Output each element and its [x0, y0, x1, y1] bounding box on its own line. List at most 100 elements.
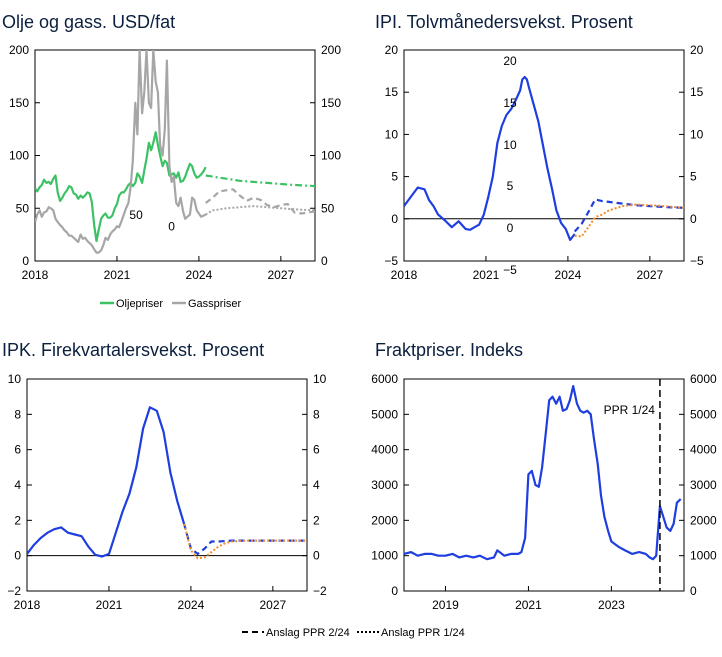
y-tick-label-right: 20: [690, 43, 704, 57]
x-tick-label: 2027: [268, 268, 295, 282]
y-tick-label-left: 4: [14, 478, 21, 492]
y-tick-label-left: 50: [16, 201, 30, 215]
legend-label-gasspriser: Gasspriser: [188, 298, 242, 310]
y-tick-label-right: −5: [690, 254, 704, 268]
y-tick-label-right: 15: [690, 85, 704, 99]
y-tick-label-left: 20: [385, 43, 399, 57]
x-tick-label: 2018: [14, 598, 41, 612]
plot-frame: [403, 49, 685, 262]
x-tick-label: 2021: [473, 268, 500, 282]
y-tick-label-left: 5: [391, 170, 398, 184]
y-tick-label-right: 3000: [690, 478, 717, 492]
x-tick-label: 2018: [391, 268, 418, 282]
x-tick-label: 2024: [178, 598, 205, 612]
y-tick-label-right: 6000: [690, 372, 717, 386]
y-tick-label-right: 0: [690, 212, 697, 226]
y-tick-label-left: 3000: [371, 478, 398, 492]
series-line-gasspriser-ppr-2-24: [205, 188, 315, 215]
x-tick-label: 2021: [96, 598, 123, 612]
plot-frame: [34, 49, 316, 262]
vline-label: PPR 1/24: [604, 403, 656, 417]
series-group: [27, 406, 307, 560]
y-tick-label-left: −5: [384, 254, 398, 268]
y-tick-label-right: −2: [313, 584, 327, 598]
y-tick-label-right: 0: [321, 254, 328, 268]
chart-title: Olje og gass. USD/fat: [2, 12, 175, 32]
y-tick-label-right: 1000: [690, 549, 717, 563]
y-tick-label-left: 5000: [371, 407, 398, 421]
y-tick-label-right: 150: [321, 96, 341, 110]
inner-tick-label: 5: [507, 179, 514, 193]
chart-title: IPI. Tolvmånedersvekst. Prosent: [375, 12, 633, 32]
x-tick-label: 2024: [186, 268, 213, 282]
series-line-oljepriser: [35, 131, 207, 243]
y-tick-label-right: 4: [313, 478, 320, 492]
series-line-ipk-ppr-1-24: [183, 523, 307, 560]
series-line-ipk: [27, 406, 186, 558]
y-tick-label-left: 10: [8, 372, 22, 386]
legend-label-ppr2: Anslag PPR 2/24: [266, 627, 350, 639]
y-tick-label-right: 4000: [690, 443, 717, 457]
inner-tick-label: 0: [507, 221, 514, 235]
panel-ipi: IPI. Tolvmånedersvekst. Prosent −5 −5 0 0 5 5 1…: [375, 12, 704, 282]
y-tick-label-right: 10: [313, 372, 327, 386]
series-line-ipi-ppr-2-24: [573, 198, 684, 233]
series-line-ipk-ppr-2-24: [183, 523, 307, 555]
legend-label-ppr1: Anslag PPR 1/24: [381, 627, 465, 639]
legend-label-oljepriser: Oljepriser: [116, 298, 163, 310]
y-tick-label-right: 2000: [690, 513, 717, 527]
x-tick-label: 2027: [637, 268, 664, 282]
series-group: [404, 385, 682, 561]
y-tick-label-right: 50: [321, 201, 335, 215]
inner-tick-label: 20: [503, 54, 517, 68]
series-line-oljepriser-ppr-2-24: [205, 174, 315, 188]
series-group: [35, 50, 315, 254]
x-tick-label: 2021: [515, 598, 542, 612]
series-line-fraktpriser: [404, 385, 682, 561]
x-tick-label: 2024: [555, 268, 582, 282]
y-tick-label-left: 6: [14, 443, 21, 457]
y-tick-label-left: 0: [14, 549, 21, 563]
x-tick-label: 2019: [432, 598, 459, 612]
x-tick-label: 2023: [598, 598, 625, 612]
y-tick-label-right: 10: [690, 127, 704, 141]
series-line-ipi: [404, 75, 576, 241]
y-tick-label-left: 200: [9, 43, 29, 57]
series-line-ipi-ppr-1-24: [574, 203, 684, 238]
y-tick-label-right: 6: [313, 443, 320, 457]
y-tick-label-left: 2000: [371, 513, 398, 527]
panel-olje-og-gass: Olje og gass. USD/fat 0 0 50 50 100 100 150 150 2…: [2, 12, 341, 310]
bottom-legend: Anslag PPR 2/24 Anslag PPR 1/24: [242, 627, 465, 639]
chart-title: IPK. Firekvartalersvekst. Prosent: [2, 340, 264, 360]
x-tick-label: 2021: [104, 268, 131, 282]
y-tick-label-left: 0: [22, 254, 29, 268]
plot-frame: [26, 378, 308, 592]
y-tick-label-right: 0: [313, 549, 320, 563]
y-tick-label-left: 0: [391, 584, 398, 598]
chart-title: Fraktpriser. Indeks: [375, 340, 523, 360]
y-tick-label-left: 0: [391, 212, 398, 226]
inner-tick-label: −5: [503, 263, 517, 277]
y-tick-label-right: 100: [321, 149, 341, 163]
panel-ipk: IPK. Firekvartalersvekst. Prosent −2 −2 0 0 2…: [2, 340, 327, 612]
y-tick-label-right: 8: [313, 407, 320, 421]
y-tick-label-left: 8: [14, 407, 21, 421]
series-group: [404, 75, 684, 241]
y-tick-label-left: 1000: [371, 549, 398, 563]
panel-fraktpriser: Fraktpriser. Indeks 0 0 1000 1000 2000 2000 300…: [371, 340, 717, 612]
y-tick-label-right: 5000: [690, 407, 717, 421]
series-line-gasspriser-ppr-1-24: [205, 205, 315, 216]
y-tick-label-left: 6000: [371, 372, 398, 386]
x-tick-label: 2027: [260, 598, 287, 612]
series-line-gasspriser: [35, 50, 207, 254]
y-tick-label-left: 10: [385, 127, 399, 141]
y-tick-label-left: 150: [9, 96, 29, 110]
y-tick-label-right: 5: [690, 170, 697, 184]
annotation: 50: [129, 208, 143, 222]
y-tick-label-left: −2: [7, 584, 21, 598]
y-tick-label-right: 0: [690, 584, 697, 598]
x-tick-label: 2018: [22, 268, 49, 282]
y-tick-label-left: 4000: [371, 443, 398, 457]
y-tick-label-left: 100: [9, 149, 29, 163]
